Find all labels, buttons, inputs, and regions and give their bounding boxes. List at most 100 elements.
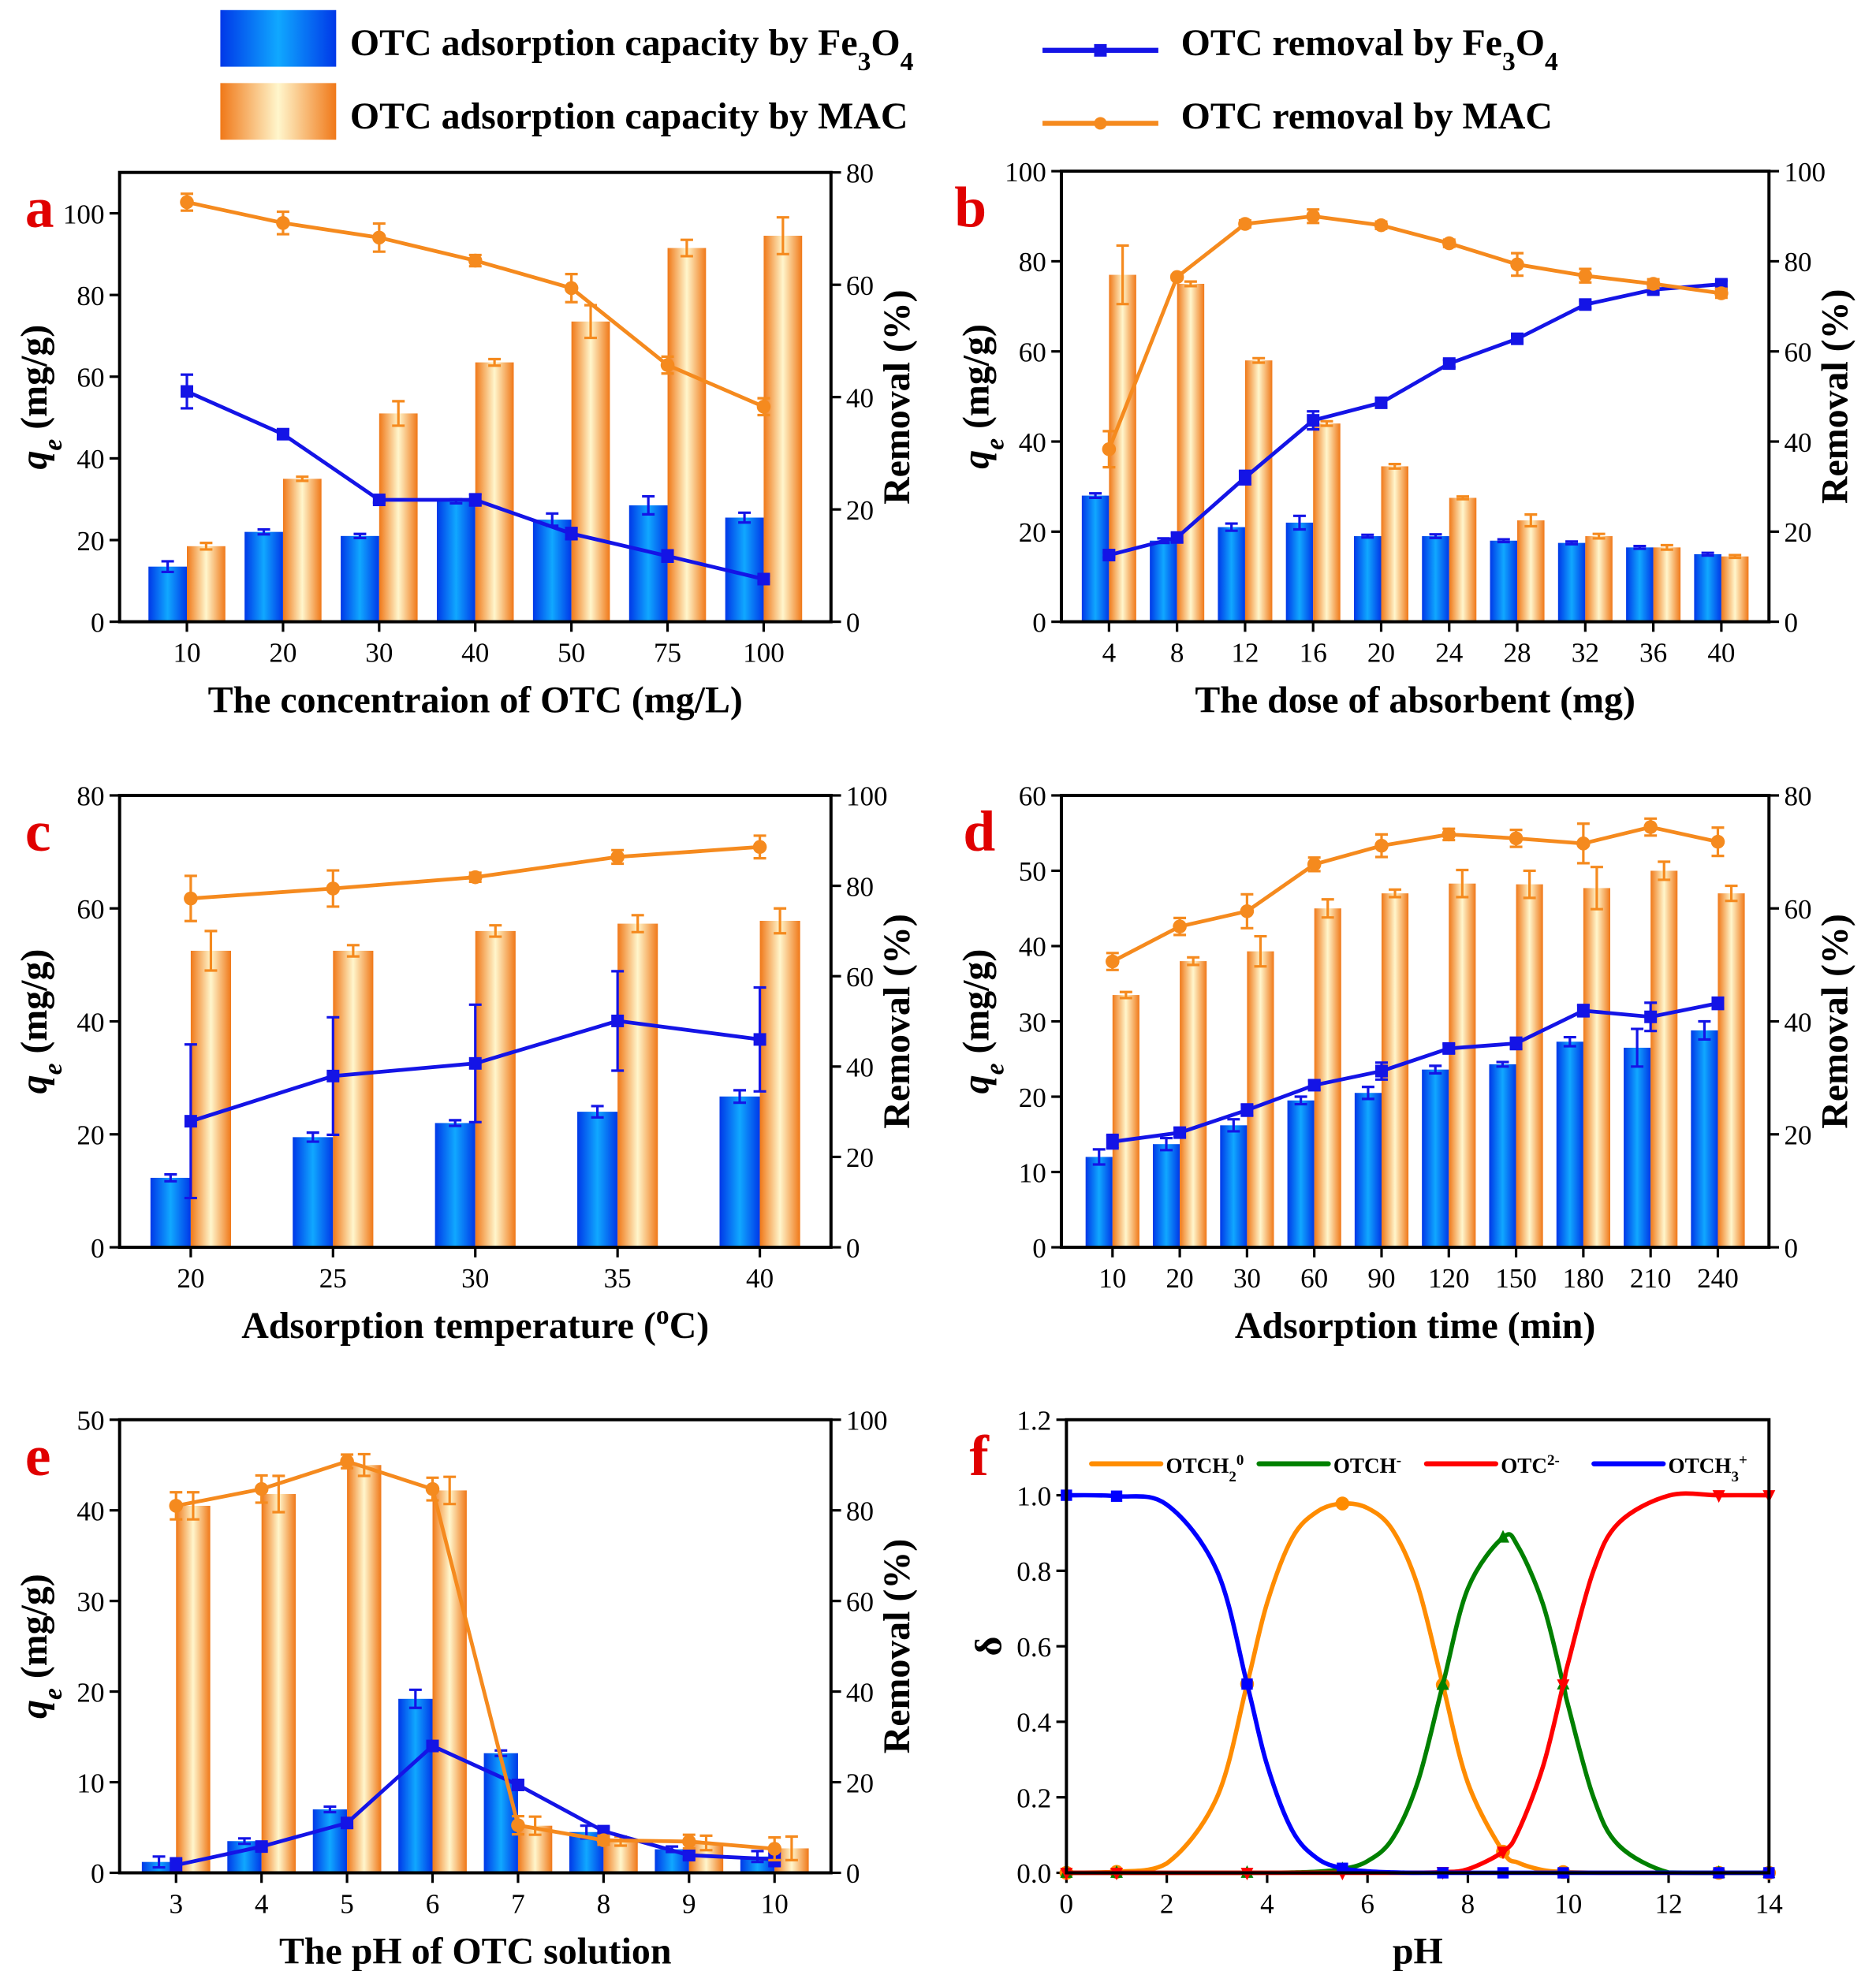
fe3o4-removal-point <box>468 494 482 507</box>
legend-swatch <box>220 9 337 67</box>
x-tick-label: 40 <box>1707 638 1735 669</box>
plot-frame <box>117 170 833 624</box>
mac-removal-point <box>1441 827 1456 842</box>
x-axis-title-part: o <box>656 1301 669 1330</box>
y-axis-title: qe (mg/g) <box>955 949 1009 1094</box>
fe3o4-bar <box>1490 540 1518 622</box>
legend-label-part: OTC removal by Fe <box>1181 22 1502 64</box>
legend-label-part: OTC removal by MAC <box>1181 95 1553 137</box>
species-legend-label-part: OTCH <box>1669 1454 1732 1477</box>
x-tick-label: 20 <box>177 1263 204 1294</box>
y-axis-title-part: q <box>13 1700 55 1719</box>
mac-bar <box>347 1465 382 1873</box>
mac-removal-point <box>1578 268 1593 283</box>
y-tick-label: 10 <box>76 1768 104 1798</box>
mac-removal-point <box>596 1833 611 1847</box>
y-tick-label: 80 <box>76 281 104 311</box>
mac-bar <box>571 321 610 622</box>
x-tick-label: 32 <box>1572 638 1599 669</box>
y2-tick-label: 60 <box>846 270 874 301</box>
triangle-down-marker <box>1497 1846 1509 1860</box>
mac-bar <box>176 1505 211 1873</box>
y-tick-label: 20 <box>76 1120 104 1151</box>
mac-bar <box>1650 870 1678 1248</box>
y-tick-label: 60 <box>76 894 104 925</box>
fe3o4-removal-point <box>1644 1010 1658 1023</box>
y2-tick-label: 20 <box>846 1768 874 1798</box>
mac-bar <box>1517 520 1545 622</box>
mac-bar <box>1583 888 1610 1248</box>
fe3o4-removal-point <box>1711 997 1725 1010</box>
x-tick-label: 24 <box>1435 638 1463 669</box>
fe3o4-bar <box>435 1123 476 1248</box>
y-axis-title: qe (mg/g) <box>13 1574 68 1719</box>
mac-removal-point <box>468 253 483 268</box>
fe3o4-removal-point <box>1170 531 1184 544</box>
fe3o4-removal-point <box>611 1014 625 1027</box>
fe3o4-bar <box>532 520 572 622</box>
triangle-up-marker <box>1436 1677 1449 1690</box>
fe3o4-removal-point <box>1442 357 1456 371</box>
x-tick-label: 25 <box>319 1263 347 1294</box>
fe3o4-bar <box>719 1096 760 1248</box>
x-tick-label: 40 <box>461 638 489 669</box>
fe3o4-removal-point <box>341 1816 354 1830</box>
fe3o4-bar <box>1353 536 1382 622</box>
species-legend-item: OTCH- <box>1256 1451 1401 1477</box>
species-legend-label: OTCH3+ <box>1669 1451 1747 1485</box>
circle-marker <box>1335 1496 1350 1511</box>
y2-tick-label: 100 <box>1784 157 1826 188</box>
y-axis-title-part: q <box>13 1075 55 1094</box>
fe3o4-bar <box>150 1177 191 1248</box>
y2-tick-label: 20 <box>1784 517 1811 548</box>
fe3o4-bar <box>1691 1030 1718 1248</box>
fe3o4-removal-point <box>1374 396 1388 409</box>
fe3o4-removal-point <box>468 1056 482 1070</box>
species-legend-label-part: 0 <box>1236 1451 1244 1468</box>
mac-removal-point <box>276 216 290 230</box>
x-axis-title-part: Adsorption temperature ( <box>241 1305 656 1347</box>
fe3o4-removal-point <box>1106 1135 1119 1149</box>
fe3o4-bar <box>1152 1144 1180 1248</box>
mac-removal-point <box>756 400 771 414</box>
x-tick-label: 8 <box>1170 638 1184 669</box>
mac-removal-point <box>660 358 675 372</box>
mac-bar <box>1653 547 1681 622</box>
x-axis-title-part: Adsorption time (min) <box>1235 1305 1596 1347</box>
y2-axis-title-part: Removal (%) <box>876 914 918 1129</box>
fe3o4-bar <box>1287 1100 1315 1248</box>
x-tick-label: 4 <box>1102 638 1117 669</box>
mac-removal-point <box>1240 904 1255 918</box>
x-tick-label: 7 <box>511 1889 525 1920</box>
plot-frame <box>1059 793 1771 1250</box>
y-tick-label: 1.0 <box>1016 1481 1051 1511</box>
y-tick-label: 1.2 <box>1016 1406 1051 1436</box>
fe3o4-removal-point <box>372 494 386 507</box>
x-tick-label: 36 <box>1639 638 1667 669</box>
triangle-down-marker <box>1557 1679 1570 1693</box>
x-tick-label: 90 <box>1367 1263 1395 1294</box>
plot-frame <box>1059 170 1771 624</box>
y-axis-title-part: (mg/g) <box>955 949 997 1064</box>
species-legend-label: OTCH- <box>1333 1451 1401 1477</box>
mac-removal-point <box>1576 836 1591 851</box>
x-tick-label: 75 <box>654 638 681 669</box>
mac-bar <box>1112 995 1139 1248</box>
y2-tick-label: 40 <box>846 382 874 413</box>
y-tick-label: 10 <box>1019 1157 1046 1188</box>
legend-item: OTC removal by Fe3O4 <box>1042 22 1558 76</box>
x-tick-label: 120 <box>1428 1263 1470 1294</box>
y-tick-label: 100 <box>1005 157 1046 188</box>
fe3o4-bar <box>1150 540 1177 622</box>
y-tick-label: 40 <box>1019 427 1046 458</box>
fe3o4-removal-point <box>1307 414 1320 427</box>
species-legend-label-part: + <box>1739 1451 1747 1468</box>
species-legend-item: OTCH20 <box>1089 1451 1244 1485</box>
mac-bar <box>475 930 516 1248</box>
y-axis-title-part: (mg/g) <box>13 1574 55 1688</box>
legend-item: OTC adsorption capacity by MAC <box>220 83 908 140</box>
y-axis-title: qe (mg/g) <box>955 324 1009 469</box>
fe3o4-bar <box>1556 1041 1583 1248</box>
y-tick-label: 0 <box>91 607 105 638</box>
legend-label-part: 4 <box>1545 47 1558 76</box>
